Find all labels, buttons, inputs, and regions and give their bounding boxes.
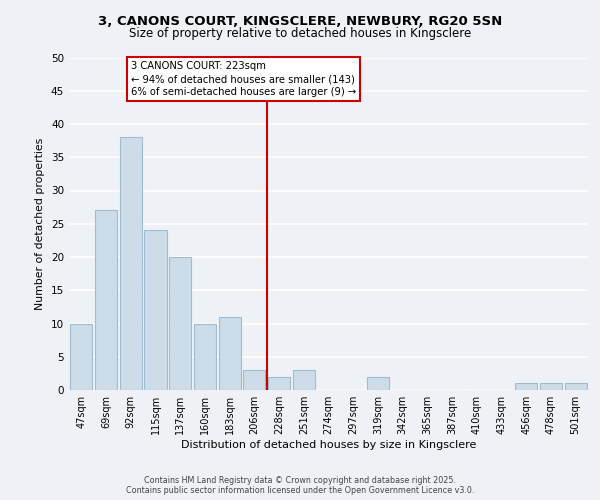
Bar: [194, 324, 216, 390]
Bar: [565, 384, 587, 390]
Bar: [293, 370, 315, 390]
Bar: [95, 210, 117, 390]
Bar: [540, 384, 562, 390]
Text: 3, CANONS COURT, KINGSCLERE, NEWBURY, RG20 5SN: 3, CANONS COURT, KINGSCLERE, NEWBURY, RG…: [98, 15, 502, 28]
Bar: [218, 317, 241, 390]
Bar: [145, 230, 167, 390]
Bar: [268, 376, 290, 390]
Bar: [243, 370, 265, 390]
Text: Size of property relative to detached houses in Kingsclere: Size of property relative to detached ho…: [129, 28, 471, 40]
Bar: [367, 376, 389, 390]
Bar: [515, 384, 538, 390]
Y-axis label: Number of detached properties: Number of detached properties: [35, 138, 46, 310]
X-axis label: Distribution of detached houses by size in Kingsclere: Distribution of detached houses by size …: [181, 440, 476, 450]
Bar: [70, 324, 92, 390]
Text: Contains public sector information licensed under the Open Government Licence v3: Contains public sector information licen…: [126, 486, 474, 495]
Text: 3 CANONS COURT: 223sqm
← 94% of detached houses are smaller (143)
6% of semi-det: 3 CANONS COURT: 223sqm ← 94% of detached…: [131, 61, 356, 97]
Bar: [169, 257, 191, 390]
Text: Contains HM Land Registry data © Crown copyright and database right 2025.: Contains HM Land Registry data © Crown c…: [144, 476, 456, 485]
Bar: [119, 138, 142, 390]
